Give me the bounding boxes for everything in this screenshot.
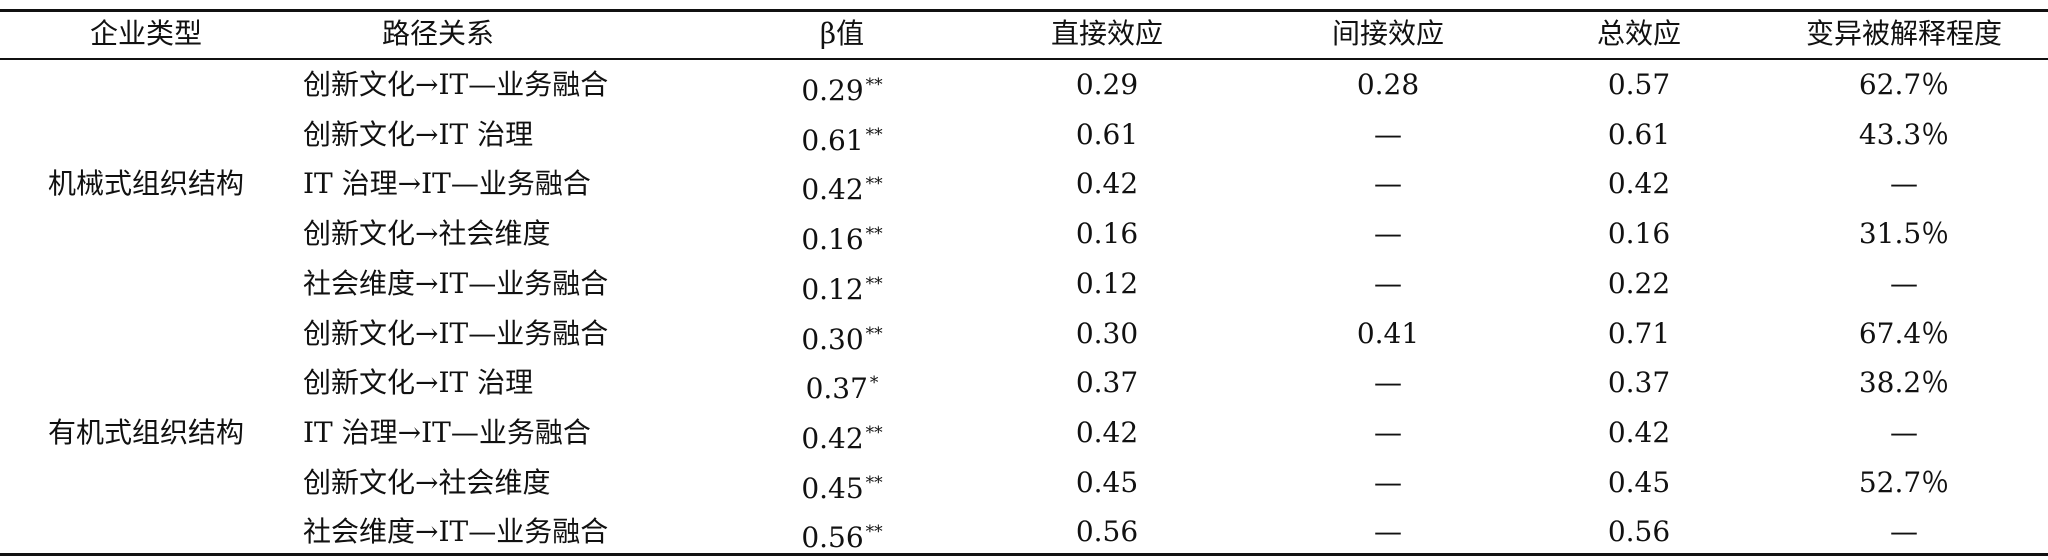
significance: ** — [865, 174, 883, 195]
beta-cell: 0.61 ** — [801, 123, 883, 157]
path-cell: 创新文化→社会维度 — [303, 465, 551, 499]
explained-cell: — — [1890, 515, 1918, 549]
header-cell: 直接效应 — [1050, 17, 1164, 50]
explained-cell: 52.7％ — [1858, 465, 1950, 499]
path-cell: 创新文化→IT 治理 — [303, 366, 534, 400]
path-cell: 社会维度→IT—业务融合 — [303, 515, 609, 549]
explained-cell: 67.4％ — [1858, 316, 1950, 350]
direct-cell: 0.30 — [1075, 316, 1139, 350]
indirect-cell: — — [1374, 515, 1402, 549]
significance: ** — [865, 75, 883, 95]
direct-cell: 0.42 — [1075, 167, 1139, 201]
top-rule — [0, 9, 2048, 12]
significance: * — [869, 373, 879, 394]
indirect-cell: 0.28 — [1356, 68, 1420, 101]
explained-cell: 38.2％ — [1858, 366, 1950, 400]
bottom-rule — [0, 553, 2048, 556]
explained-cell: — — [1890, 167, 1918, 201]
total-cell: 0.22 — [1607, 266, 1671, 300]
beta-cell: 0.42 ** — [801, 421, 883, 455]
header-cell: 间接效应 — [1331, 17, 1445, 50]
significance: ** — [865, 124, 883, 145]
significance: ** — [865, 323, 883, 344]
significance: ** — [865, 224, 883, 245]
significance: ** — [865, 422, 883, 443]
total-cell: 0.42 — [1607, 415, 1671, 449]
direct-cell: 0.56 — [1075, 515, 1139, 549]
explained-cell: — — [1890, 266, 1918, 300]
significance: ** — [865, 522, 883, 543]
indirect-cell: — — [1374, 266, 1402, 300]
indirect-cell: — — [1374, 465, 1402, 499]
path-cell: 创新文化→IT—业务融合 — [303, 68, 609, 101]
indirect-cell: — — [1374, 366, 1402, 400]
explained-cell: 62.7％ — [1858, 68, 1950, 101]
group-label: 机械式组织结构 — [47, 167, 245, 201]
path-cell: 创新文化→IT—业务融合 — [303, 316, 609, 350]
group-label: 有机式组织结构 — [47, 415, 245, 449]
explained-cell: 43.3％ — [1858, 117, 1950, 151]
direct-cell: 0.45 — [1075, 465, 1139, 499]
significance: ** — [865, 472, 883, 493]
indirect-cell: — — [1374, 167, 1402, 201]
header-cell: 企业类型 — [89, 17, 203, 50]
total-cell: 0.42 — [1607, 167, 1671, 201]
total-cell: 0.71 — [1607, 316, 1671, 350]
direct-cell: 0.29 — [1075, 68, 1139, 101]
beta-cell: 0.12 ** — [801, 272, 883, 306]
direct-cell: 0.61 — [1075, 117, 1139, 151]
beta-cell: 0.45 ** — [801, 471, 883, 505]
indirect-cell: — — [1374, 217, 1402, 251]
significance: ** — [865, 273, 883, 294]
total-cell: 0.57 — [1607, 68, 1671, 101]
beta-cell: 0.42 ** — [801, 173, 883, 207]
direct-cell: 0.42 — [1075, 415, 1139, 449]
indirect-cell: — — [1374, 415, 1402, 449]
path-cell: IT 治理→IT—业务融合 — [303, 167, 591, 201]
header-cell: 总效应 — [1596, 17, 1682, 50]
beta-cell: 0.29 ** — [801, 74, 883, 107]
path-cell: 创新文化→社会维度 — [303, 217, 551, 251]
total-cell: 0.37 — [1607, 366, 1671, 400]
header-cell: 路径关系 — [381, 17, 495, 50]
total-cell: 0.61 — [1607, 117, 1671, 151]
beta-cell: 0.37 * — [805, 372, 879, 406]
path-cell: IT 治理→IT—业务融合 — [303, 415, 591, 449]
beta-cell: 0.30 ** — [801, 322, 883, 356]
path-cell: 创新文化→IT 治理 — [303, 117, 534, 151]
direct-cell: 0.16 — [1075, 217, 1139, 251]
header-cell: 变异被解释程度 — [1805, 17, 2003, 50]
total-cell: 0.45 — [1607, 465, 1671, 499]
total-cell: 0.56 — [1607, 515, 1671, 549]
direct-cell: 0.12 — [1075, 266, 1139, 300]
total-cell: 0.16 — [1607, 217, 1671, 251]
explained-cell: 31.5％ — [1858, 217, 1950, 251]
header-rule — [0, 58, 2048, 60]
direct-cell: 0.37 — [1075, 366, 1139, 400]
beta-cell: 0.56 ** — [801, 521, 883, 555]
path-cell: 社会维度→IT—业务融合 — [303, 266, 609, 300]
beta-cell: 0.16 ** — [801, 223, 883, 257]
header-cell: β值 — [819, 17, 865, 50]
indirect-cell: 0.41 — [1356, 316, 1420, 350]
explained-cell: — — [1890, 415, 1918, 449]
indirect-cell: — — [1374, 117, 1402, 151]
